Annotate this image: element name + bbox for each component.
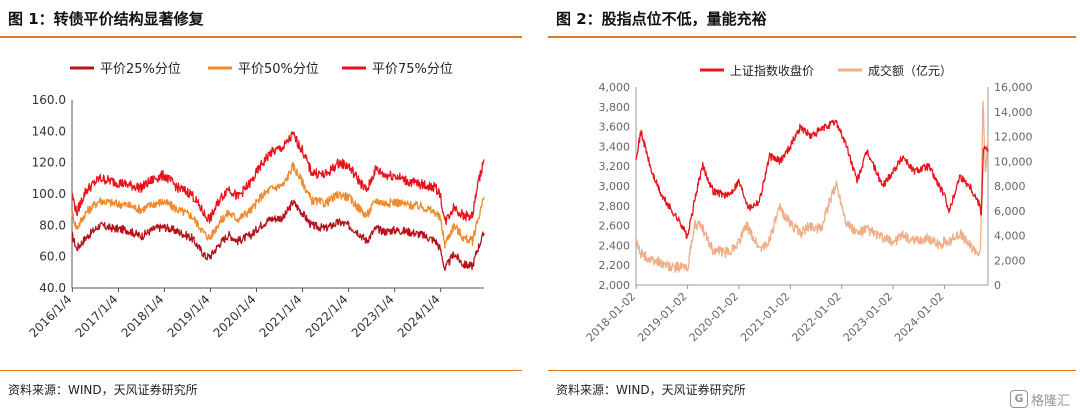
watermark: G 格隆汇 [1009, 388, 1070, 410]
legend-label: 平价50%分位 [238, 62, 319, 77]
legend-label: 成交额（亿元） [868, 63, 952, 78]
y2-tick-label: 6,000 [994, 205, 1026, 218]
x-tick-label: 2019-01-02 [635, 290, 689, 344]
parity-chart: 40.0 60.0 80.0 100.0 120.0 140.0 160.0 2016/1/4… [26, 62, 485, 340]
legend-label: 平价25%分位 [100, 62, 181, 77]
y2-tick-label: 10,000 [994, 155, 1033, 168]
y-tick-label: 100.0 [32, 187, 66, 201]
y-tick-label: 2,400 [599, 239, 631, 252]
y-tick-label: 80.0 [39, 218, 66, 232]
series-line [71, 199, 485, 271]
x-tick-label: 2020-01-02 [687, 290, 741, 344]
x-tick-label: 2024-01-02 [892, 290, 946, 344]
x-tick-label: 2022-01-02 [789, 290, 843, 344]
series-line [635, 119, 989, 239]
y-tick-label: 160.0 [32, 93, 66, 107]
y-tick-label: 140.0 [32, 124, 66, 138]
legend-label: 平价75%分位 [372, 62, 453, 77]
watermark-logo-icon: G [1009, 390, 1028, 408]
series-line [71, 131, 485, 226]
x-tick-label: 2023-01-02 [841, 290, 895, 344]
y2-tick-label: 14,000 [994, 106, 1033, 119]
y-tick-label: 120.0 [32, 156, 66, 170]
y-tick-label: 2,000 [599, 279, 631, 292]
y2-tick-label: 0 [994, 279, 1001, 292]
series-line [635, 100, 989, 273]
x-tick-label: 2018/1/4 [119, 292, 167, 340]
index-turnover-chart: 2,000 2,200 2,400 2,600 2,800 3,000 3,200 3,400… [584, 63, 1033, 344]
series-line [71, 161, 485, 249]
figure-1-source: 资料来源：WIND，天风证券研究所 [8, 383, 198, 397]
y-tick-label: 3,400 [599, 140, 631, 153]
watermark-text: 格隆汇 [1030, 393, 1070, 409]
y-tick-label: 2,200 [599, 259, 631, 272]
y2-tick-label: 8,000 [994, 180, 1026, 193]
x-tick-label: 2024/1/4 [395, 292, 443, 340]
figure-2-panel: 图 2：股指点位不低，量能充裕 2,000 2,200 2,400 2,600 2,80… [548, 0, 1080, 415]
x-tick-label: 2021/1/4 [257, 292, 305, 340]
x-tick-label: 2020/1/4 [211, 292, 259, 340]
figure-2-title: 图 2：股指点位不低，量能充裕 [556, 10, 767, 28]
y2-tick-label: 12,000 [994, 131, 1033, 144]
y-tick-label: 3,000 [599, 180, 631, 193]
x-tick-label: 2018-01-02 [584, 290, 638, 344]
x-tick-label: 2023/1/4 [349, 292, 397, 340]
x-tick-label: 2022/1/4 [303, 292, 351, 340]
footer-divider [0, 370, 522, 371]
y-tick-label: 40.0 [39, 281, 66, 295]
x-tick-label: 2019/1/4 [165, 292, 213, 340]
footer-divider [548, 370, 1076, 371]
title-divider [0, 36, 522, 38]
figure-1-panel: 图 1：转债平价结构显著修复 40.0 60.0 80.0 100.0 120.0 140… [0, 0, 530, 415]
figure-2-source: 资料来源：WIND，天风证券研究所 [556, 383, 746, 397]
y-tick-label: 3,800 [599, 101, 631, 114]
legend-label: 上证指数收盘价 [730, 63, 814, 78]
y-tick-label: 60.0 [39, 250, 66, 264]
x-tick-label: 2021-01-02 [738, 290, 792, 344]
x-tick-label: 2017/1/4 [73, 292, 121, 340]
y-tick-label: 2,800 [599, 200, 631, 213]
y-tick-label: 3,200 [599, 160, 631, 173]
figure-1-title: 图 1：转债平价结构显著修复 [8, 10, 204, 28]
y2-tick-label: 16,000 [994, 81, 1033, 94]
y2-tick-label: 4,000 [994, 230, 1026, 243]
y2-tick-label: 2,000 [994, 254, 1026, 267]
y-tick-label: 3,600 [599, 121, 631, 134]
title-divider [548, 36, 1076, 38]
y-tick-label: 4,000 [599, 81, 631, 94]
x-tick-label: 2016/1/4 [26, 292, 74, 340]
y-tick-label: 2,600 [599, 220, 631, 233]
